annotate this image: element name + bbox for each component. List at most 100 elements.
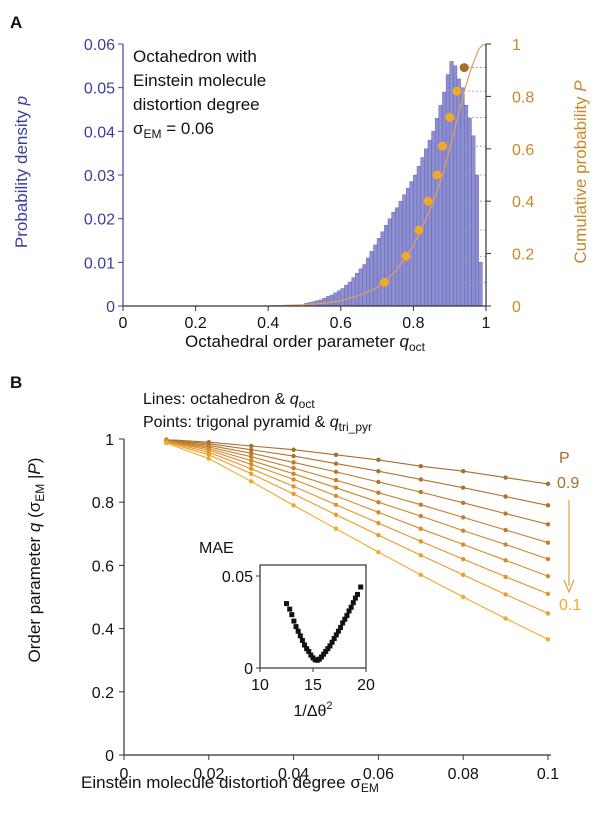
series-point (503, 475, 508, 480)
histogram-bar (333, 292, 338, 307)
series-point (545, 540, 551, 545)
series-point (376, 469, 381, 474)
series-point (545, 611, 551, 616)
series-point (291, 460, 296, 465)
annotation-line-1: Octahedron with (133, 47, 257, 66)
series-point (333, 477, 339, 483)
series-point (545, 637, 551, 642)
panel-a-right-ticks: 0 0.2 0.4 0.6 0.8 1 (486, 37, 534, 316)
y-tick-label: 0.8 (92, 495, 114, 512)
series-point (545, 591, 551, 597)
inset-x-label: 1/Δθ2 (293, 700, 332, 720)
histogram-bar (431, 131, 436, 307)
y-tick-label: 0.2 (92, 685, 114, 702)
histogram-bar (387, 218, 392, 307)
histogram-bar (336, 290, 342, 307)
series-point (418, 539, 423, 544)
x-tick-label: 0.2 (184, 315, 206, 332)
series-point (333, 461, 339, 466)
x-tick-label: 0.06 (363, 766, 394, 783)
inset-point (331, 636, 337, 642)
histogram-bar (442, 91, 447, 307)
series-point (461, 572, 466, 578)
series-point (206, 456, 211, 461)
cdf-point (459, 63, 469, 73)
panel-a-left-label: Probability density p (12, 96, 31, 248)
inset-point (352, 595, 358, 601)
histogram-bar (453, 65, 458, 307)
y-tick-label: 1 (105, 432, 114, 449)
histogram-bar (449, 61, 454, 307)
annotation-line-3: distortion degree (133, 95, 260, 114)
histogram-bar (362, 264, 367, 307)
left-tick-label: 0.03 (84, 168, 115, 185)
annotation-line-2: Einstein molecule (133, 71, 266, 90)
series-point (333, 512, 339, 518)
inset-point (355, 591, 361, 597)
series-point (164, 440, 169, 446)
panel-label-b: B (10, 373, 22, 392)
y-tick-label: 0.6 (92, 558, 114, 575)
p-arrow-head (563, 579, 575, 594)
inset-point (325, 646, 331, 652)
cdf-point (401, 251, 411, 261)
series-point (503, 542, 508, 547)
panel-a: 0 0.2 0.4 0.6 0.8 1 0 0.01 0.02 0.03 0.04 0.05 0.06… (12, 37, 590, 354)
series-point (545, 481, 551, 487)
cdf-point (432, 170, 442, 180)
histogram-bar (478, 262, 483, 307)
series-point (249, 451, 254, 456)
left-tick-label: 0.02 (84, 212, 115, 229)
series-point (503, 494, 508, 499)
inset-point (293, 624, 299, 630)
histogram-bar (427, 139, 432, 307)
series-point (376, 490, 381, 495)
series-point (249, 458, 254, 463)
cdf-point (445, 112, 455, 122)
mae-inset: 10 15 20 00.05 MAE 1/Δθ2 (199, 540, 375, 720)
panel-a-x-label: Octahedral order parameter qoct (185, 332, 426, 354)
x-tick-label: 0 (119, 315, 128, 332)
histogram-bar (402, 194, 407, 307)
series-point (461, 469, 466, 474)
histogram-bar (391, 211, 396, 307)
inset-point (287, 606, 293, 612)
series-point (461, 542, 466, 547)
series-point (503, 527, 508, 533)
inset-point (358, 584, 364, 590)
inset-point (338, 625, 344, 631)
series-point (503, 574, 508, 579)
series-point (291, 503, 296, 508)
series-point (249, 447, 254, 452)
inset-point (318, 654, 324, 660)
inset-point (340, 620, 346, 626)
inset-frame (259, 564, 367, 669)
inset-point (350, 600, 356, 606)
inset-point (304, 646, 310, 652)
series-point (291, 471, 296, 476)
panel-label-a: A (10, 13, 22, 32)
series-point (461, 515, 466, 520)
inset-x-ticks: 10 15 20 (251, 668, 375, 694)
panel-b-y-ticks: 0 0.2 0.4 0.6 0.8 1 (92, 432, 124, 765)
cdf-point (423, 196, 433, 206)
panel-b: Lines: octahedron & qoct Points: trigona… (25, 391, 581, 795)
series-point (461, 594, 466, 600)
inset-points (284, 584, 364, 663)
panel-b-series (164, 437, 551, 642)
series-point (418, 513, 423, 519)
inset-x-tick-label: 20 (357, 677, 375, 694)
series-point (418, 477, 423, 482)
right-tick-label: 0.6 (512, 142, 534, 159)
histogram-bar (344, 284, 349, 307)
series-point (503, 511, 508, 516)
series-point (376, 500, 381, 505)
inset-point (299, 637, 305, 643)
inset-point (284, 601, 289, 607)
histogram-bar (366, 257, 371, 307)
panel-b-y-label: Order parameter q (σEM |P) (25, 458, 47, 663)
inset-point (346, 608, 352, 614)
inset-point (342, 616, 348, 622)
right-tick-label: 0.8 (512, 89, 534, 106)
x-tick-label: 0.08 (448, 766, 479, 783)
